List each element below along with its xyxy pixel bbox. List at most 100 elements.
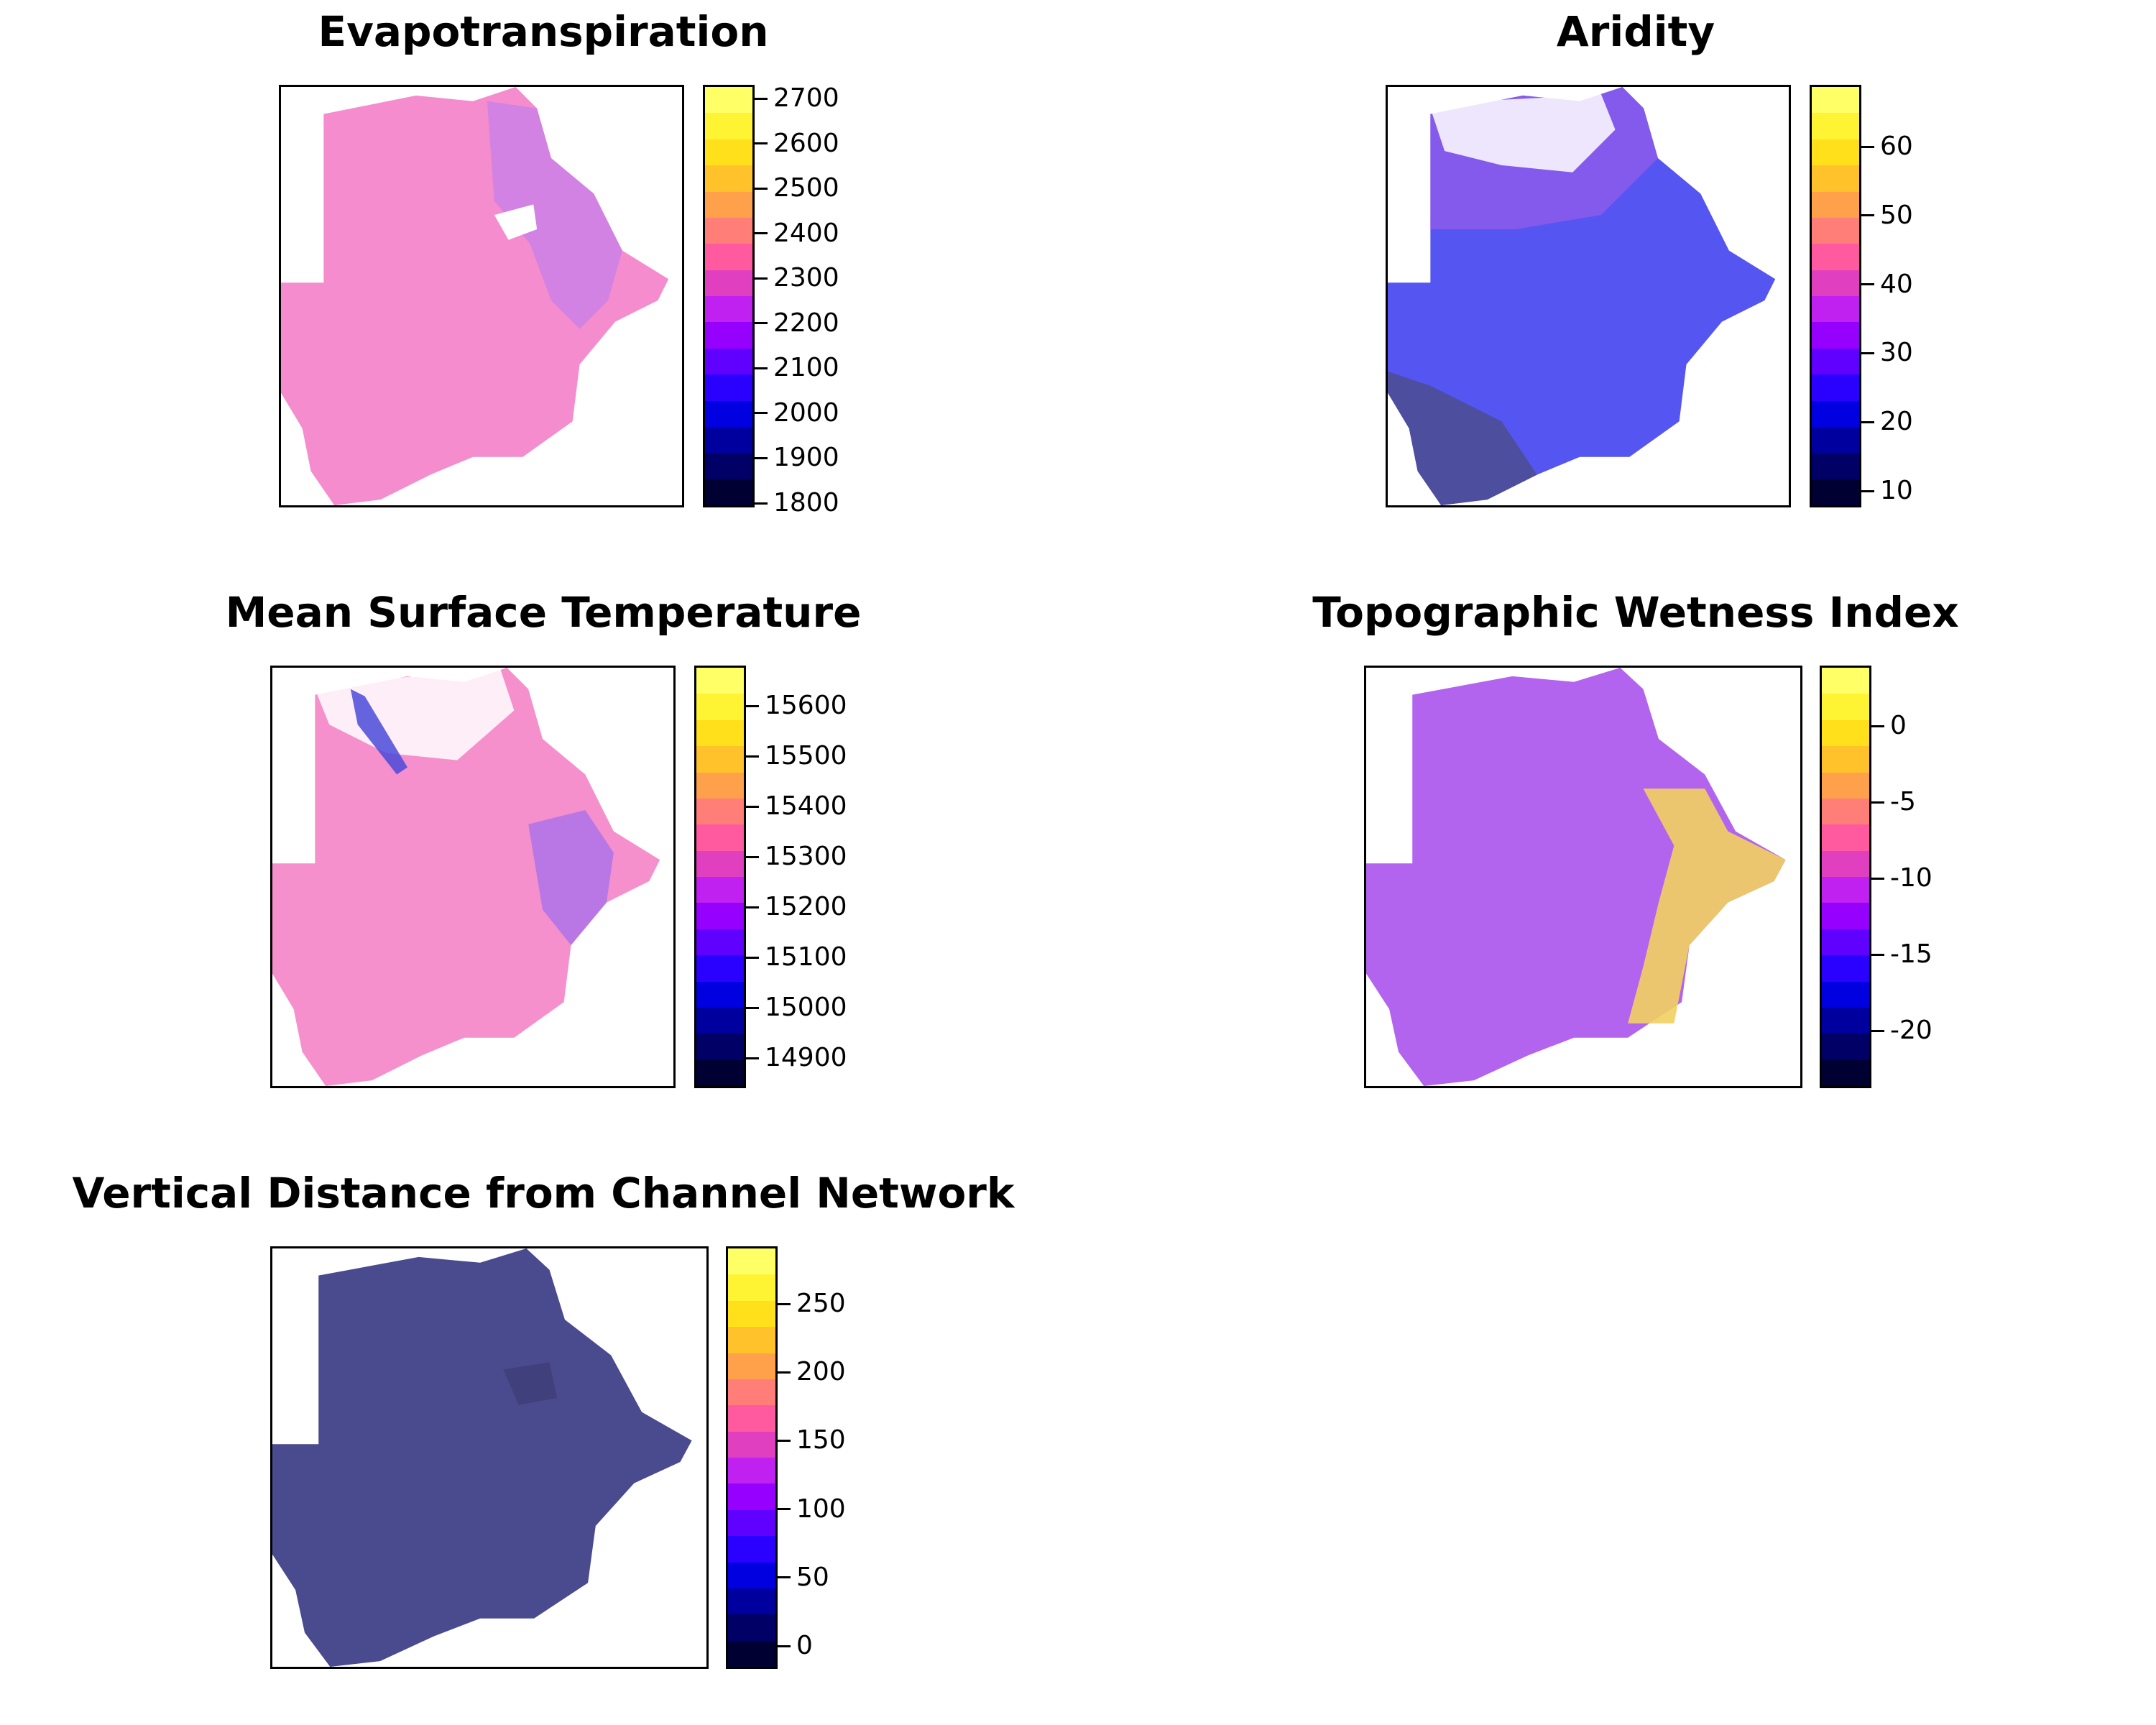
legend-color-segment — [728, 1405, 775, 1432]
legend-color-segment — [705, 217, 752, 244]
legend-color-segment — [1812, 87, 1859, 114]
legend-color-segment — [728, 1248, 775, 1275]
missing-data-region — [315, 668, 515, 760]
legend-tick-mark — [755, 277, 768, 280]
legend-color-segment — [696, 824, 744, 851]
country-shape — [281, 87, 669, 505]
legend-color-segment — [1812, 426, 1859, 454]
legend-color-segment — [728, 1379, 775, 1406]
legend-color-segment — [705, 453, 752, 479]
legend-tick-label: 10 — [1880, 476, 1913, 505]
legend-color-segment — [1812, 217, 1859, 244]
map-shape-vertical-distance — [272, 1248, 692, 1667]
legend-color-segment — [1812, 322, 1859, 349]
legend-color-segment — [696, 1034, 744, 1060]
map-evapotranspiration — [279, 85, 684, 507]
legend-tick-mark — [1861, 283, 1874, 286]
legend-tick-mark — [755, 187, 768, 190]
legend-tick-label: 0 — [1890, 711, 1907, 740]
legend-tick-mark — [755, 412, 768, 415]
country-shape — [272, 1248, 692, 1667]
legend-color-segment — [1822, 719, 1869, 747]
legend-color-segment — [1822, 877, 1869, 903]
legend-tick-mark — [746, 1057, 759, 1059]
panel-title-aridity: Aridity — [1556, 7, 1715, 56]
legend-tick-mark — [1871, 724, 1884, 727]
legend-color-segment — [705, 113, 752, 139]
legend-tick-mark — [1871, 877, 1884, 880]
legend-tick-label: 50 — [1880, 200, 1913, 230]
legend-tick-mark — [755, 502, 768, 505]
legend-color-segment — [696, 981, 744, 1008]
map-topographic-wetness-index — [1364, 666, 1802, 1088]
map-vertical-distance — [270, 1246, 709, 1669]
country-shape — [272, 668, 660, 1086]
legend-tick-mark — [755, 97, 768, 100]
panel-title-evapotranspiration: Evapotranspiration — [318, 7, 769, 56]
legend-color-segment — [705, 426, 752, 454]
legend-color-segment — [728, 1562, 775, 1588]
missing-data-region — [1430, 93, 1616, 172]
legend-tick-label: 20 — [1880, 407, 1913, 437]
legend-tick-mark — [755, 456, 768, 459]
country-accent — [1628, 788, 1786, 1024]
legend-color-segment — [1812, 296, 1859, 323]
legend-tick-mark — [746, 1006, 759, 1009]
legend-tick-mark — [746, 704, 759, 707]
legend-color-segment — [696, 877, 744, 903]
legend-color-segment — [1812, 165, 1859, 192]
legend-tick-label: 50 — [796, 1562, 829, 1592]
legend-color-segment — [696, 746, 744, 773]
legend-color-segment — [1822, 1059, 1869, 1086]
legend-bar-aridity — [1810, 85, 1861, 507]
legend-tick-mark — [755, 367, 768, 369]
map-shape-aridity — [1388, 87, 1776, 505]
legend-tick-label: 60 — [1880, 132, 1913, 161]
legend-color-segment — [1822, 955, 1869, 982]
legend-tick-label: 0 — [796, 1631, 813, 1660]
legend-tick-mark — [778, 1439, 791, 1442]
legend-color-segment — [696, 929, 744, 956]
legend-tick-label: 200 — [796, 1357, 846, 1387]
legend-color-segment — [696, 798, 744, 825]
pan-whitespace — [494, 204, 538, 240]
legend-color-segment — [696, 1007, 744, 1034]
legend-color-segment — [696, 850, 744, 877]
legend-color-segment — [696, 719, 744, 747]
legend-tick-label: 15500 — [765, 741, 847, 770]
legend-color-segment — [728, 1536, 775, 1563]
legend-color-segment — [696, 772, 744, 799]
legend-tick-mark — [746, 855, 759, 858]
legend-tick-label: 14900 — [765, 1043, 847, 1072]
legend-tick-label: 30 — [1880, 338, 1913, 368]
legend-color-segment — [728, 1484, 775, 1510]
legend-tick-mark — [1871, 953, 1884, 956]
legend-tick-label: 40 — [1880, 269, 1913, 299]
legend-tick-mark — [1861, 420, 1874, 423]
legend-tick-label: 100 — [796, 1494, 846, 1524]
panel-title-mean-surface-temperature: Mean Surface Temperature — [225, 588, 862, 637]
legend-color-segment — [1812, 191, 1859, 218]
legend-color-segment — [1812, 113, 1859, 139]
channel-feature — [350, 689, 407, 775]
map-shape-mean-surface-temperature — [272, 668, 660, 1086]
legend-tick-label: 2500 — [773, 173, 839, 203]
legend-color-segment — [1812, 374, 1859, 401]
legend-tick-mark — [1861, 351, 1874, 354]
legend-tick-mark — [1861, 145, 1874, 148]
dark-south-region — [1388, 371, 1537, 505]
legend-color-segment — [705, 244, 752, 270]
legend-tick-label: 2700 — [773, 83, 839, 113]
legend-color-segment — [1822, 1007, 1869, 1034]
legend-color-segment — [705, 322, 752, 349]
legend-tick-mark — [1861, 214, 1874, 217]
legend-color-segment — [728, 1431, 775, 1458]
legend-tick-mark — [755, 232, 768, 235]
legend-color-segment — [1822, 772, 1869, 799]
legend-color-segment — [705, 139, 752, 166]
legend-color-segment — [705, 296, 752, 323]
legend-color-segment — [728, 1353, 775, 1379]
legend-bar-evapotranspiration — [703, 85, 755, 507]
legend-color-segment — [705, 479, 752, 505]
legend-tick-label: 2300 — [773, 263, 839, 293]
